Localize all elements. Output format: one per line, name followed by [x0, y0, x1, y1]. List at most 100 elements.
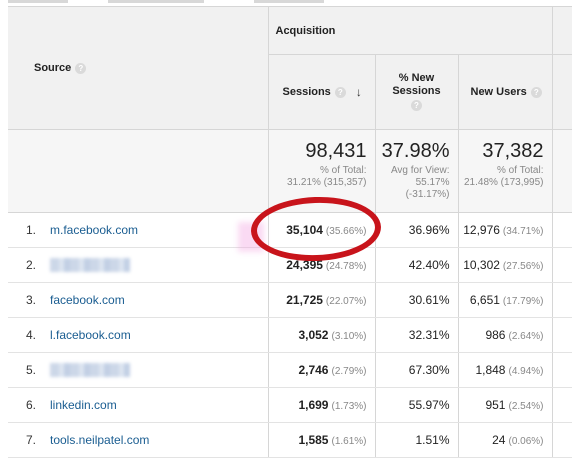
sessions-column-header[interactable]: Sessions? ↓: [267, 54, 376, 130]
table-row: 6. linkedin.com 1,699 (1.73%) 55.97% 951 (2…: [8, 387, 572, 423]
source-cell: 5.: [8, 352, 269, 388]
extra-cell: [552, 247, 572, 283]
help-icon[interactable]: ?: [411, 100, 422, 112]
totals-pct-new-value: 37.98%: [381, 140, 450, 162]
pct-new-sessions-cell: 1.51%: [375, 422, 459, 458]
new-users-cell: 951 (2.54%): [458, 387, 553, 423]
table-row: 7. tools.neilpatel.com 1,585 (1.61%) 1.51%…: [8, 422, 572, 458]
new-users-column-header[interactable]: New Users?: [458, 54, 553, 130]
totals-pct-new-line2: 55.17%: [415, 177, 450, 188]
help-icon[interactable]: ?: [334, 86, 346, 98]
totals-new-users-line2: 21.48% (173,995): [463, 177, 544, 188]
top-scroll-strip: [0, 0, 572, 6]
source-link[interactable]: tools.neilpatel.com: [50, 433, 150, 447]
sessions-value: 1,699: [298, 398, 329, 412]
source-cell: 7. tools.neilpatel.com: [8, 422, 269, 458]
extra-cell: [552, 212, 572, 248]
source-column-header[interactable]: Source?: [8, 6, 269, 130]
totals-source-cell: [8, 129, 269, 213]
new-users-cell: 24 (0.06%): [458, 422, 553, 458]
pct-new-sessions-cell: 55.97%: [375, 387, 459, 423]
pct-new-sessions-cell: 67.30%: [375, 352, 459, 388]
new-users-value: 6,651: [469, 293, 500, 307]
table-row: 3. facebook.com 21,725 (22.07%) 30.61% 6,6…: [8, 282, 572, 318]
new-users-percent: (2.64%): [508, 331, 544, 342]
extra-cell: [552, 317, 572, 353]
table-row: 2. 24,395 (24.78%) 42.40% 10,302 (27.56%): [8, 247, 572, 283]
source-cell: 3. facebook.com: [8, 282, 269, 318]
extra-cell: [552, 422, 572, 458]
sessions-value: 35,104: [286, 223, 323, 237]
source-cell: 1. m.facebook.com: [8, 212, 269, 248]
sessions-percent: (2.79%): [331, 366, 367, 377]
pct-new-sessions-column-header[interactable]: % New Sessions ?: [375, 54, 459, 130]
help-icon[interactable]: ?: [530, 86, 542, 98]
source-header-label: Source: [34, 62, 72, 74]
extra-column-header: [552, 54, 572, 130]
new-users-percent: (17.79%): [502, 296, 544, 307]
row-index: 4.: [26, 328, 37, 342]
new-users-value: 24: [492, 433, 506, 447]
source-link[interactable]: m.facebook.com: [50, 223, 139, 237]
totals-pct-new-line1: Avg for View:: [390, 165, 450, 176]
new-users-header-label: New Users: [470, 86, 527, 98]
sort-descending-icon[interactable]: ↓: [355, 85, 362, 99]
sessions-cell: 1,585 (1.61%): [267, 422, 376, 458]
sessions-percent: (22.07%): [325, 296, 367, 307]
pct-new-sessions-header-line1: % New: [398, 72, 435, 85]
totals-new-users-line1: % of Total:: [496, 165, 544, 176]
new-users-percent: (4.94%): [508, 366, 544, 377]
source-link[interactable]: l.facebook.com: [50, 328, 131, 342]
new-users-percent: (0.06%): [508, 436, 544, 447]
new-users-percent: (2.54%): [508, 401, 544, 412]
help-icon[interactable]: ?: [75, 62, 87, 74]
row-index: 2.: [26, 257, 37, 272]
sessions-cell: 3,052 (3.10%): [267, 317, 376, 353]
sessions-cell: 21,725 (22.07%): [267, 282, 376, 318]
table-row: 4. l.facebook.com 3,052 (3.10%) 32.31% 986…: [8, 317, 572, 353]
pct-new-sessions-cell: 36.96%: [375, 212, 459, 248]
source-cell: 4. l.facebook.com: [8, 317, 269, 353]
totals-sessions-line2: 31.21% (315,357): [286, 177, 367, 188]
extra-cell: [552, 282, 572, 318]
extra-group-header: [551, 6, 572, 55]
totals-sessions-value: 98,431: [305, 140, 367, 162]
pink-highlight-smudge: [238, 222, 264, 252]
table-row: 5. 2,746 (2.79%) 67.30% 1,848 (4.94%): [8, 352, 572, 388]
pct-new-sessions-header-line2: Sessions: [392, 85, 441, 98]
sessions-percent: (1.73%): [331, 401, 367, 412]
sessions-value: 1,585: [298, 433, 329, 447]
new-users-value: 12,976: [463, 223, 500, 237]
row-index: 7.: [26, 433, 37, 447]
totals-sessions-line1: % of Total:: [319, 165, 367, 176]
redacted-source: [50, 258, 130, 273]
pct-new-sessions-cell: 32.31%: [375, 317, 459, 353]
extra-cell: [552, 352, 572, 388]
source-link[interactable]: facebook.com: [50, 293, 125, 307]
source-link[interactable]: linkedin.com: [50, 398, 117, 412]
row-index: 1.: [26, 223, 37, 237]
sessions-cell: 2,746 (2.79%): [267, 352, 376, 388]
totals-pct-new-sessions: 37.98% Avg for View: 55.17% (-31.17%): [375, 129, 459, 213]
row-index: 3.: [26, 293, 37, 307]
new-users-percent: (27.56%): [502, 261, 544, 272]
new-users-cell: 1,848 (4.94%): [458, 352, 553, 388]
sessions-value: 2,746: [298, 363, 329, 377]
sessions-value: 24,395: [286, 258, 323, 272]
sessions-value: 3,052: [298, 328, 329, 342]
extra-cell: [552, 387, 572, 423]
pct-new-sessions-cell: 30.61%: [375, 282, 459, 318]
sessions-cell: 1,699 (1.73%): [267, 387, 376, 423]
new-users-value: 10,302: [463, 258, 500, 272]
sessions-percent: (1.61%): [331, 436, 367, 447]
source-cell: 6. linkedin.com: [8, 387, 269, 423]
totals-sessions: 98,431 % of Total: 31.21% (315,357): [268, 129, 376, 213]
new-users-value: 986: [485, 328, 506, 342]
acquisition-group-header: Acquisition: [267, 6, 552, 55]
totals-pct-new-line3: (-31.17%): [405, 189, 450, 200]
totals-new-users-value: 37,382: [482, 140, 544, 162]
row-index: 5.: [26, 362, 37, 377]
sessions-percent: (24.78%): [325, 261, 367, 272]
new-users-cell: 6,651 (17.79%): [458, 282, 553, 318]
